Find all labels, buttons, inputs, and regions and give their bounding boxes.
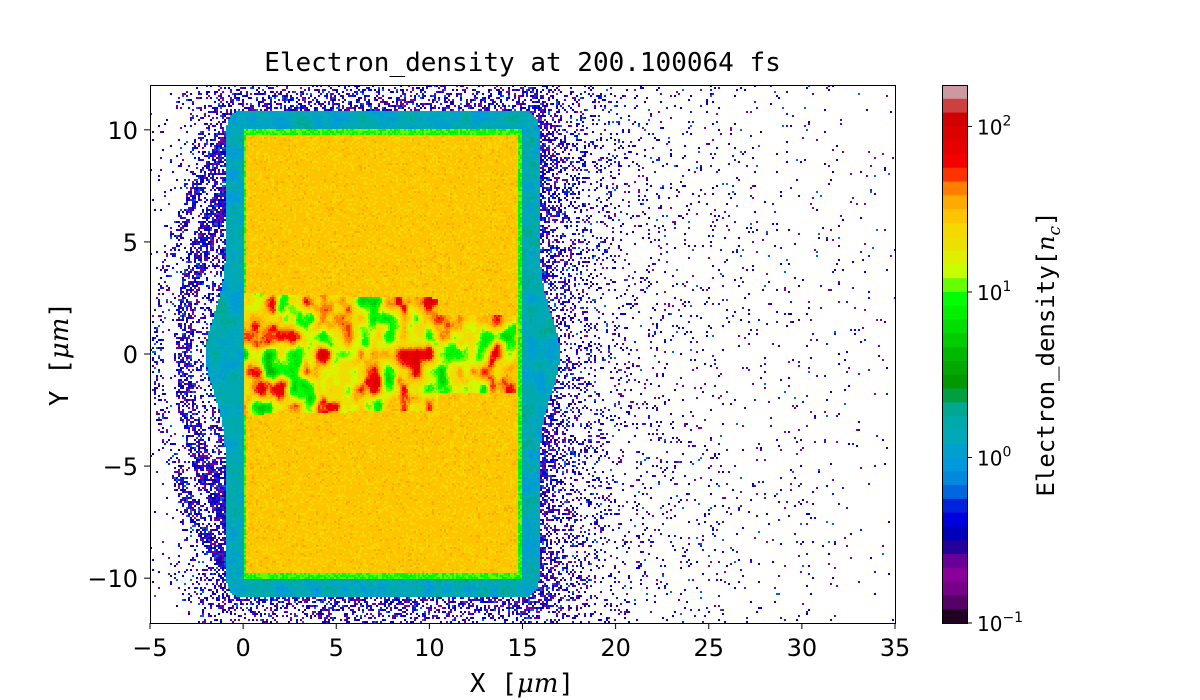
colorbar-band [942,526,967,541]
colorbar-band [942,140,967,155]
x-tick-label: 35 [880,634,911,662]
colorbar-band [942,167,967,183]
colorbar-band [942,153,967,169]
colorbar-band [942,195,967,210]
colorbar-band [942,181,967,196]
colorbar-tick-exponent: 2 [1002,113,1011,129]
y-tick-label: −10 [87,565,138,593]
colorbar-band [942,85,967,100]
colorbar-band [942,305,967,321]
colorbar-band [942,360,967,376]
colorbar-label-suffix: ] [1032,211,1060,225]
colorbar-tick-label: 100 [977,444,1011,470]
colorbar-band [942,609,967,624]
y-axis: −10 −5 0 5 10 [87,117,150,593]
colorbar-tick-label: 102 [977,113,1011,139]
colorbar-frame [942,85,968,624]
colorbar-band [942,98,967,114]
x-axis-label-prefix: X [ [470,669,517,699]
colorbar-band [942,236,967,252]
colorbar-band [942,471,967,486]
x-tick-label: 15 [507,634,538,662]
colorbar-band [942,498,967,514]
y-axis-label-prefix: Y [ [45,359,75,406]
colorbar-band [942,250,967,265]
x-tick-label: 0 [235,634,250,662]
colorbar-band [942,540,967,555]
colorbar-band [942,457,967,472]
y-tick-label: 10 [107,117,138,145]
colorbar-band [942,512,967,528]
colorbar-band [942,126,967,141]
density-heatmap [150,85,895,623]
colorbar-band [942,209,967,224]
colorbar-band [942,402,967,417]
colorbar-label: Electron_density[nc] [1032,211,1065,496]
colorbar-tick-label: 10−1 [977,610,1023,636]
x-tick-label: 25 [693,634,724,662]
colorbar-band [942,278,967,293]
colorbar-band [942,319,967,334]
y-axis-unit: μm [45,318,75,360]
x-tick-label: 5 [329,634,344,662]
colorbar-tick-exponent: −1 [1002,610,1023,626]
colorbar-label-prefix: Electron_density[ [1032,251,1060,497]
colorbar-band [942,581,967,597]
x-axis-unit: μm [517,669,559,699]
colorbar-band [942,222,967,238]
x-axis: −5 0 5 10 15 20 25 30 35 [132,623,910,662]
colorbar-band [942,291,967,307]
x-tick-label: −5 [132,634,167,662]
y-tick-label: −5 [103,453,138,481]
x-axis-label-suffix: ] [558,669,574,699]
colorbar-tick-base: 10 [977,115,1002,139]
colorbar-band [942,347,967,362]
colorbar-tick-exponent: 1 [1002,279,1011,295]
x-tick-label: 20 [600,634,631,662]
colorbar-band [942,416,967,431]
colorbar-band [942,333,967,348]
colorbar-tick-exponent: 0 [1002,444,1011,460]
colorbar-label-variable: n [1032,235,1060,250]
colorbar-tick-base: 10 [977,446,1002,470]
colorbar-band [942,443,967,459]
colorbar-band [942,595,967,610]
colorbar-band [942,112,967,127]
colorbar-band [942,485,967,500]
colorbar-band [942,388,967,403]
colorbar-band [942,429,967,445]
y-tick-label: 0 [123,341,138,369]
y-axis-label: Y [μm] [45,302,75,406]
y-axis-label-suffix: ] [45,302,75,318]
chart-title: Electron_density at 200.100064 fs [264,48,781,78]
colorbar-label-subscript: c [1045,225,1065,235]
colorbar-band [942,567,967,583]
y-tick-label: 5 [123,229,138,257]
colorbar-tick-base: 10 [977,281,1002,305]
x-tick-label: 30 [787,634,818,662]
colorbar-tick-base: 10 [977,612,1002,636]
colorbar-band [942,264,967,279]
x-tick-label: 10 [414,634,445,662]
x-axis-label: X [μm] [470,669,574,699]
colorbar-band [942,374,967,390]
colorbar-tick-label: 101 [977,279,1011,305]
plot-frame [150,85,896,624]
colorbar-band [942,554,967,569]
